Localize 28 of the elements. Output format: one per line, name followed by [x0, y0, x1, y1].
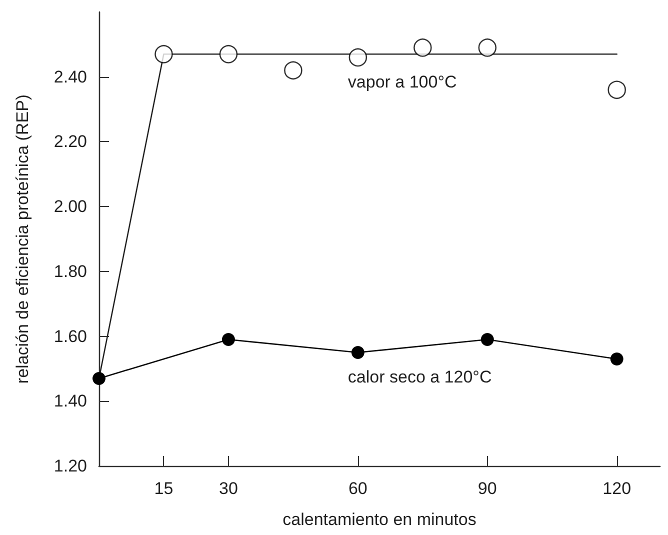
series-label: vapor a 100°C: [348, 72, 457, 92]
point: [284, 61, 302, 80]
y-tick-label: 1.80: [54, 262, 87, 281]
y-tick-label: 1.20: [54, 456, 87, 476]
x-tick-label: 15: [154, 479, 174, 498]
point: [351, 346, 364, 359]
x-tick-label: 60: [348, 479, 368, 498]
y-tick-label: 2.20: [54, 132, 87, 152]
point: [92, 372, 106, 385]
point: [478, 38, 497, 57]
y-axis-title: relación de eficiencia proteínica (REP): [13, 94, 32, 384]
series-label: calor seco a 120°C: [348, 368, 492, 386]
point: [348, 48, 368, 67]
x-tick-label: 30: [219, 479, 238, 498]
point: [610, 352, 624, 366]
point: [414, 38, 432, 57]
point: [154, 45, 173, 64]
point: [222, 333, 235, 346]
y-tick-label: 2.40: [54, 67, 87, 86]
point: [480, 333, 494, 346]
x-axis-title: calentamiento en minutos: [282, 510, 476, 529]
y-tick-label: 1.40: [54, 392, 87, 411]
x-tick-label: 90: [478, 479, 497, 498]
x-tick-label: 120: [602, 479, 632, 498]
y-tick-label: 2.00: [54, 197, 87, 216]
point: [608, 80, 626, 99]
point: [219, 45, 238, 64]
y-tick-label: 1.60: [54, 326, 87, 346]
